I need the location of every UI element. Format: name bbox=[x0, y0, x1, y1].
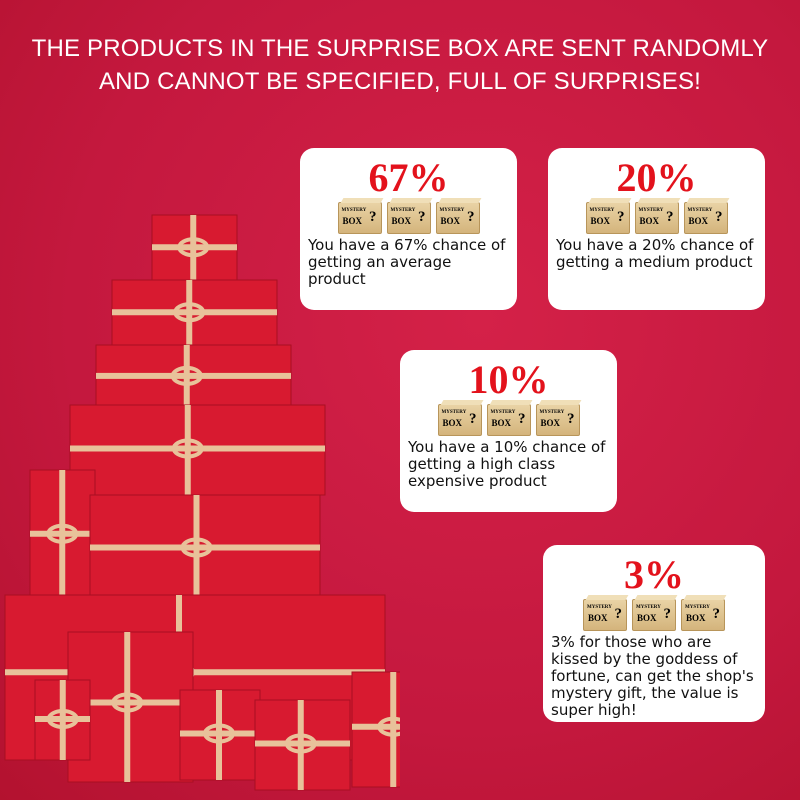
mystery-box-icon: MYSTERY BOX? bbox=[437, 404, 482, 436]
box-label-text: ? bbox=[666, 209, 674, 225]
gift-box bbox=[95, 344, 292, 408]
mystery-box-icon: MYSTERY BOX? bbox=[681, 599, 725, 631]
mystery-box-icon: MYSTERY BOX? bbox=[535, 404, 580, 436]
box-label-text: BOX bbox=[590, 216, 611, 226]
box-label-text: MYSTERY bbox=[539, 410, 565, 415]
box-label-text: ? bbox=[614, 606, 623, 622]
box-label-text: ? bbox=[418, 209, 426, 225]
gift-box bbox=[34, 679, 91, 761]
box-label-text: MYSTERY bbox=[687, 208, 713, 213]
box-label-text: BOX bbox=[639, 216, 660, 226]
box-label-text: ? bbox=[715, 209, 723, 225]
headline-line-2: AND CANNOT BE SPECIFIED, FULL OF SURPRIS… bbox=[98, 68, 702, 95]
card-3: 3% MYSTERY BOX? MYSTERY BOX? MYSTERY BOX? 3% … bbox=[543, 545, 765, 722]
mystery-boxes: MYSTERY BOX? MYSTERY BOX? MYSTERY BOX? bbox=[549, 599, 759, 631]
card-description: You have a 67% chance of getting an aver… bbox=[308, 236, 506, 288]
box-label-text: BOX bbox=[491, 418, 512, 428]
box-label-text: BOX bbox=[637, 613, 657, 623]
box-label-text: BOX bbox=[540, 418, 561, 428]
box-label-text: MYSTERY bbox=[638, 208, 664, 213]
box-label-text: MYSTERY bbox=[341, 208, 367, 213]
percent-label: 20% bbox=[616, 155, 697, 200]
box-label-text: BOX bbox=[686, 613, 706, 623]
box-label-text: ? bbox=[617, 209, 625, 225]
gift-box bbox=[151, 214, 238, 281]
gift-box bbox=[111, 279, 278, 346]
mystery-boxes: MYSTERY BOX? MYSTERY BOX? MYSTERY BOX? bbox=[306, 202, 511, 234]
percent-label: 10% bbox=[468, 357, 549, 402]
box-label-text: BOX bbox=[342, 216, 363, 226]
box-label-text: MYSTERY bbox=[589, 208, 615, 213]
mystery-box-icon: MYSTERY BOX? bbox=[337, 202, 382, 234]
percent-label: 67% bbox=[368, 155, 449, 200]
gift-box bbox=[29, 469, 96, 606]
card-10: 10% MYSTERY BOX? MYSTERY BOX? MYSTERY BOX? Yo… bbox=[400, 350, 617, 512]
box-label-text: ? bbox=[518, 411, 526, 427]
box-label-text: ? bbox=[369, 209, 377, 225]
box-label-text: MYSTERY bbox=[636, 605, 661, 610]
card-67: 67% MYSTERY BOX? MYSTERY BOX? MYSTERY BOX? Yo… bbox=[300, 148, 517, 310]
box-label-text: MYSTERY bbox=[587, 605, 612, 610]
card-description: 3% for those who are kissed by the godde… bbox=[551, 633, 754, 719]
box-label-text: ? bbox=[469, 411, 477, 427]
box-label-text: ? bbox=[712, 606, 721, 622]
box-label-text: BOX bbox=[391, 216, 412, 226]
mystery-box-icon: MYSTERY BOX? bbox=[634, 202, 679, 234]
box-label-text: MYSTERY bbox=[685, 605, 710, 610]
gift-box bbox=[254, 699, 351, 791]
box-label-text: BOX bbox=[440, 216, 461, 226]
box-label-text: ? bbox=[467, 209, 475, 225]
box-label-text: MYSTERY bbox=[441, 410, 467, 415]
mystery-box-icon: MYSTERY BOX? bbox=[632, 599, 676, 631]
mystery-box-icon: MYSTERY BOX? bbox=[386, 202, 431, 234]
gift-box bbox=[69, 404, 326, 496]
gift-box bbox=[351, 671, 400, 788]
headline: THE PRODUCTS IN THE SURPRISE BOX ARE SEN… bbox=[0, 32, 800, 98]
mystery-boxes: MYSTERY BOX? MYSTERY BOX? MYSTERY BOX? bbox=[554, 202, 759, 234]
box-label-text: BOX bbox=[442, 418, 463, 428]
box-label-text: ? bbox=[567, 411, 575, 427]
box-label-text: BOX bbox=[588, 613, 608, 623]
mystery-box-icon: MYSTERY BOX? bbox=[435, 202, 480, 234]
box-label-text: ? bbox=[663, 606, 672, 622]
card-description: You have a 10% chance of getting a high … bbox=[408, 438, 606, 490]
box-label-text: MYSTERY bbox=[490, 410, 516, 415]
percent-label: 3% bbox=[624, 552, 684, 597]
headline-line-1: THE PRODUCTS IN THE SURPRISE BOX ARE SEN… bbox=[31, 35, 769, 62]
card-20: 20% MYSTERY BOX? MYSTERY BOX? MYSTERY BOX? Yo… bbox=[548, 148, 765, 310]
mystery-box-icon: MYSTERY BOX? bbox=[683, 202, 728, 234]
mystery-box-icon: MYSTERY BOX? bbox=[585, 202, 630, 234]
gift-box bbox=[89, 494, 321, 606]
card-description: You have a 20% chance of getting a mediu… bbox=[556, 236, 754, 271]
box-label-text: MYSTERY bbox=[390, 208, 416, 213]
gift-box bbox=[179, 689, 261, 781]
box-label-text: BOX bbox=[688, 216, 709, 226]
mystery-box-icon: MYSTERY BOX? bbox=[583, 599, 627, 631]
mystery-boxes: MYSTERY BOX? MYSTERY BOX? MYSTERY BOX? bbox=[406, 404, 611, 436]
gift-stack-illustration bbox=[4, 214, 400, 791]
mystery-box-icon: MYSTERY BOX? bbox=[486, 404, 531, 436]
box-label-text: MYSTERY bbox=[439, 208, 465, 213]
